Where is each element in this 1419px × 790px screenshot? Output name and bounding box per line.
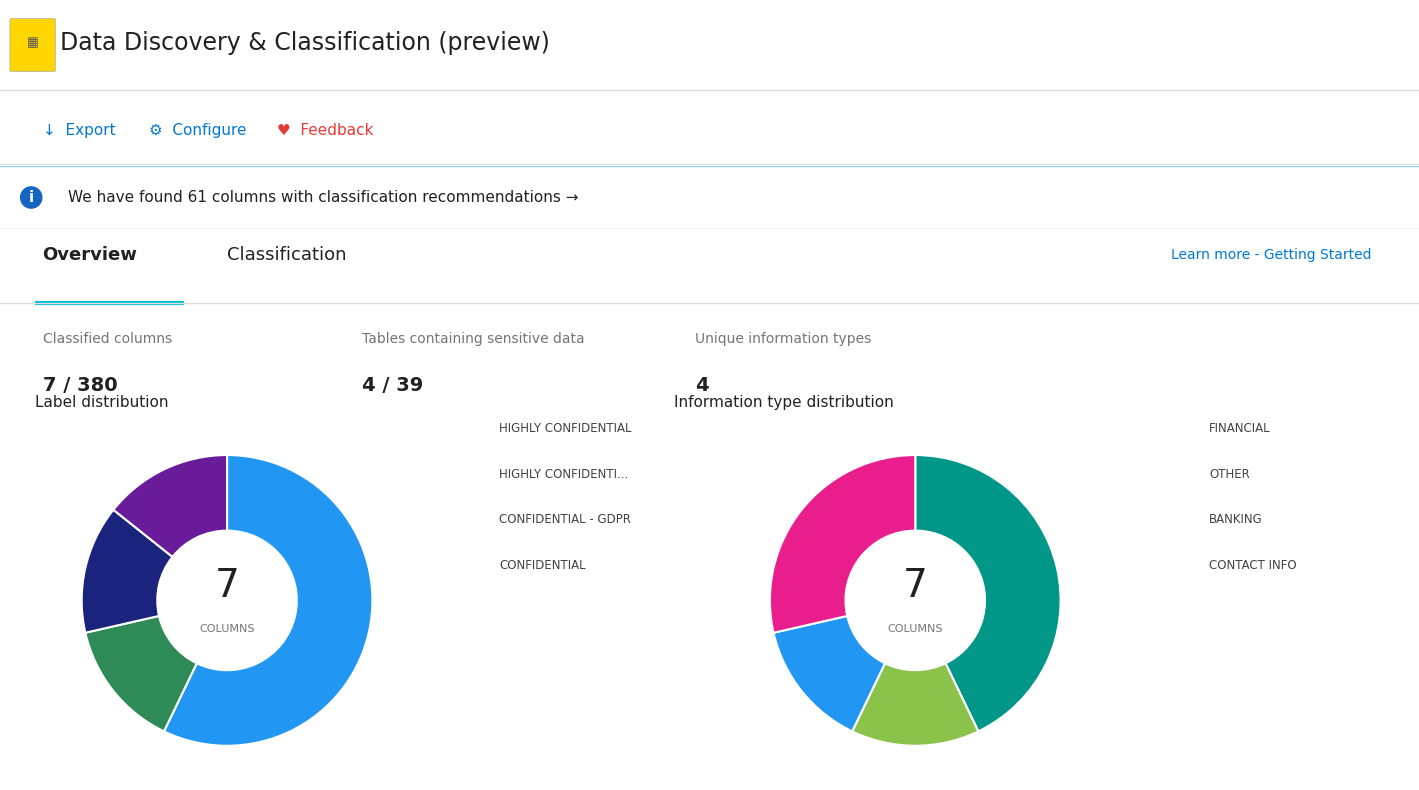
Wedge shape [165, 455, 372, 746]
Text: Information type distribution: Information type distribution [674, 395, 894, 410]
Text: ↓  Export: ↓ Export [43, 123, 115, 137]
Wedge shape [82, 510, 173, 633]
Text: Tables containing sensitive data: Tables containing sensitive data [362, 332, 585, 345]
Text: CONFIDENTIAL: CONFIDENTIAL [499, 559, 586, 572]
Text: CONTACT INFO: CONTACT INFO [1209, 559, 1297, 572]
Text: Data Discovery & Classification (preview): Data Discovery & Classification (preview… [60, 31, 549, 55]
Text: FINANCIAL: FINANCIAL [1209, 422, 1270, 434]
Wedge shape [85, 616, 197, 732]
FancyBboxPatch shape [10, 18, 55, 72]
Text: Overview: Overview [43, 246, 138, 264]
Wedge shape [771, 455, 915, 633]
Text: BANKING: BANKING [1209, 514, 1263, 526]
Wedge shape [915, 455, 1060, 732]
Text: 4: 4 [695, 376, 710, 395]
Text: 7: 7 [214, 567, 240, 605]
Text: COLUMNS: COLUMNS [199, 624, 255, 634]
Text: Unique information types: Unique information types [695, 332, 871, 345]
Text: COLUMNS: COLUMNS [887, 624, 944, 634]
Wedge shape [853, 664, 978, 746]
Text: OTHER: OTHER [1209, 468, 1250, 480]
Text: HIGHLY CONFIDENTIAL: HIGHLY CONFIDENTIAL [499, 422, 631, 434]
Text: HIGHLY CONFIDENTI...: HIGHLY CONFIDENTI... [499, 468, 629, 480]
Text: ♥  Feedback: ♥ Feedback [277, 123, 373, 137]
Text: i: i [28, 190, 34, 205]
Text: Learn more - Getting Started: Learn more - Getting Started [1171, 248, 1371, 262]
Text: Classified columns: Classified columns [43, 332, 172, 345]
Text: ⚙  Configure: ⚙ Configure [149, 123, 247, 137]
Text: Label distribution: Label distribution [35, 395, 169, 410]
Text: 7: 7 [902, 567, 928, 605]
Text: We have found 61 columns with classification recommendations →: We have found 61 columns with classifica… [68, 190, 579, 205]
Wedge shape [114, 455, 227, 557]
Text: 7 / 380: 7 / 380 [43, 376, 118, 395]
Text: CONFIDENTIAL - GDPR: CONFIDENTIAL - GDPR [499, 514, 631, 526]
Text: ▦: ▦ [27, 36, 38, 49]
Text: Classification: Classification [227, 246, 346, 264]
Text: 4 / 39: 4 / 39 [362, 376, 423, 395]
Wedge shape [773, 616, 885, 732]
